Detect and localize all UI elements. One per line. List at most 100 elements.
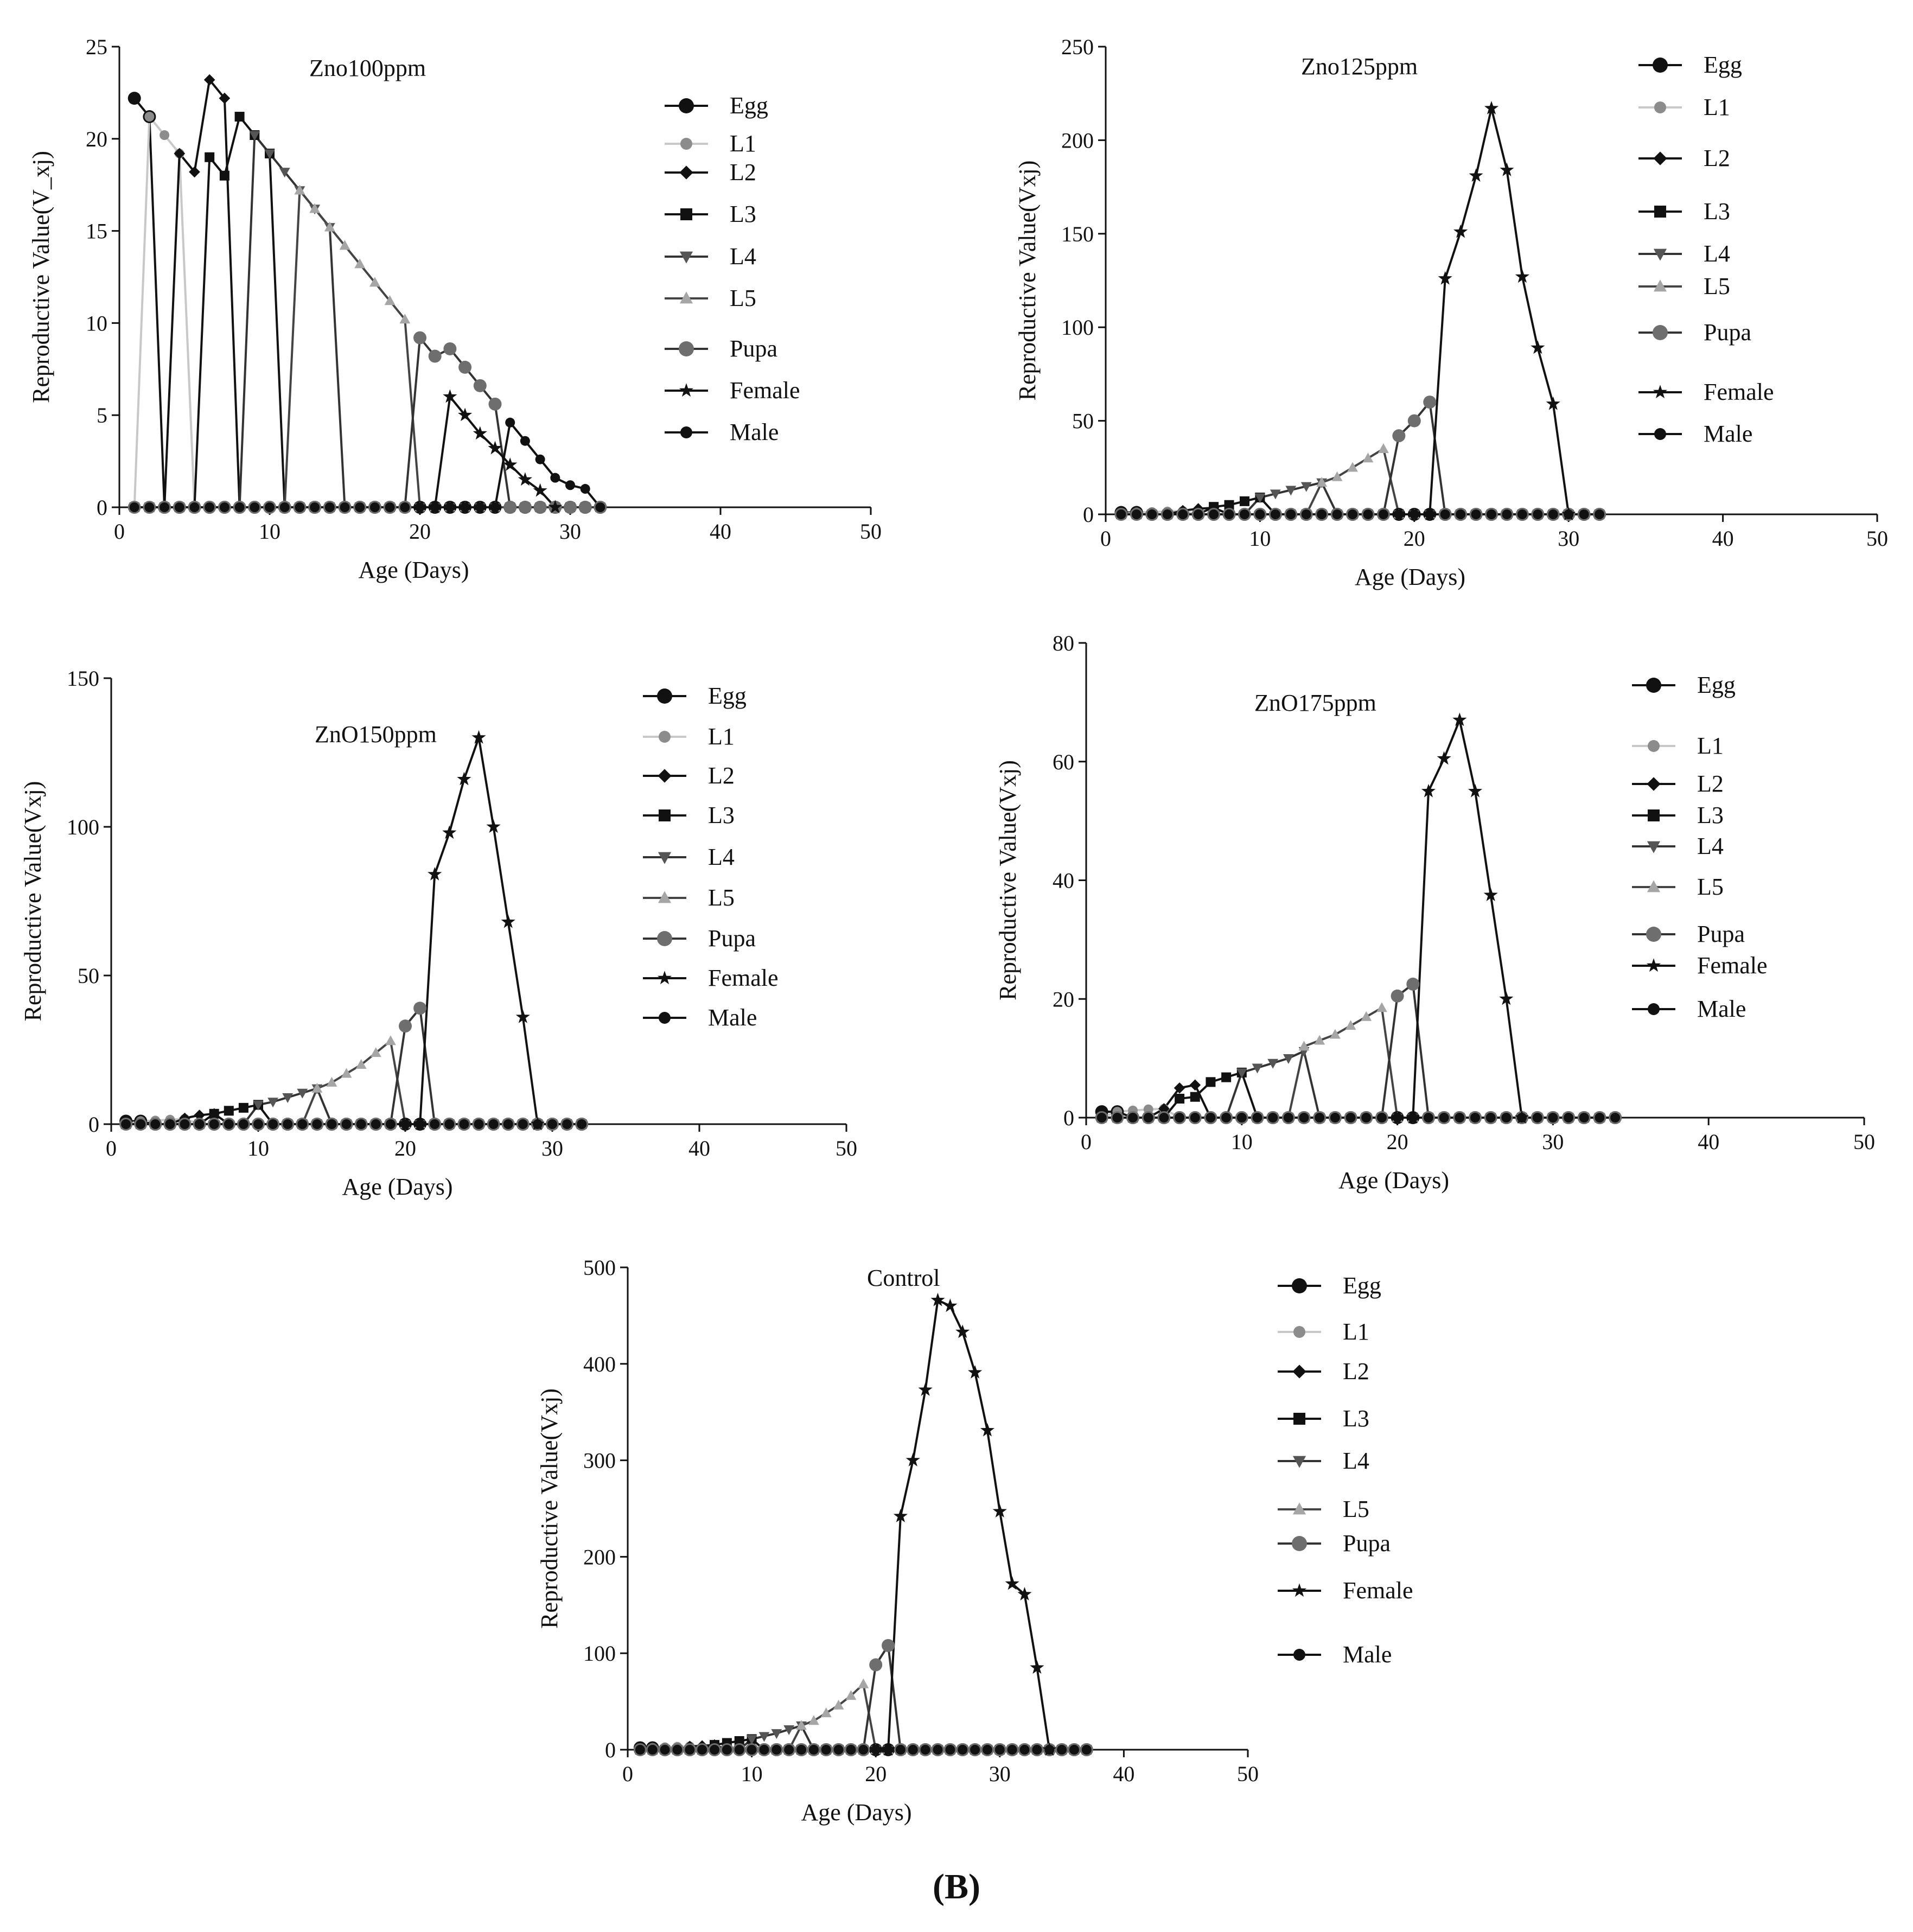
data-point-male (1112, 1113, 1123, 1123)
data-point-female (1469, 168, 1483, 182)
x-tick-label: 50 (836, 1136, 857, 1161)
data-point-female (458, 407, 473, 422)
data-point-l2 (1174, 1082, 1185, 1094)
x-tick-label: 10 (1231, 1130, 1253, 1154)
data-point-male (1209, 509, 1219, 519)
y-tick-label: 150 (67, 666, 99, 691)
data-point-male (1532, 1113, 1542, 1123)
x-tick-label: 30 (541, 1136, 563, 1161)
data-point-female (428, 866, 442, 881)
data-point-male (129, 502, 139, 512)
data-point-male (1440, 509, 1450, 519)
data-point-male (547, 1119, 557, 1129)
data-point-male (444, 1119, 455, 1129)
data-point-male (520, 436, 530, 446)
data-point-male (1206, 1113, 1216, 1123)
series-line-pupa (134, 336, 601, 508)
data-point-male (474, 1119, 484, 1129)
legend-entry-pupa: Pupa (643, 925, 756, 952)
legend-entry-l5: L5 (665, 285, 756, 311)
data-point-male (1270, 509, 1280, 519)
data-point-female (1468, 783, 1483, 798)
legend-marker (1292, 1583, 1307, 1597)
legend-label: Male (1704, 420, 1752, 447)
legend-label: Egg (730, 92, 768, 119)
legend-marker (679, 383, 694, 397)
data-point-male (341, 1119, 352, 1129)
series-line-l5 (1121, 448, 1600, 515)
data-point-pupa (1392, 429, 1406, 443)
y-tick-label: 40 (1053, 869, 1074, 893)
chart-title: Zno100ppm (309, 55, 426, 81)
data-point-male (369, 502, 380, 512)
legend-entry-l4: L4 (1632, 833, 1724, 859)
data-point-pupa (533, 501, 547, 514)
data-point-male (518, 1119, 528, 1129)
x-tick-label: 40 (1712, 526, 1734, 551)
data-point-l5 (370, 1047, 381, 1057)
legend-entry-egg: Egg (1278, 1272, 1381, 1299)
data-point-male (371, 1119, 381, 1129)
data-point-l5 (1314, 1035, 1325, 1045)
legend-label: L4 (1343, 1448, 1369, 1474)
data-point-male (982, 1745, 992, 1755)
data-point-l5 (399, 314, 411, 324)
data-point-male (180, 1119, 190, 1129)
data-point-pupa (473, 379, 487, 392)
legend-entry-l4: L4 (665, 243, 756, 270)
data-point-female (471, 730, 486, 744)
data-point-l4 (249, 131, 260, 141)
data-point-female (443, 389, 457, 403)
chart-title: ZnO150ppm (315, 721, 437, 748)
series-line-l4 (126, 1087, 582, 1125)
data-point-male (933, 1745, 943, 1755)
legend-entry-female: Female (1632, 952, 1768, 979)
legend-label: Egg (1343, 1272, 1381, 1299)
data-point-l4 (1300, 482, 1312, 492)
x-tick-label: 40 (1113, 1762, 1134, 1786)
legend-label: L3 (1343, 1405, 1369, 1432)
legend-label: L2 (730, 159, 756, 186)
y-tick-label: 200 (1061, 128, 1094, 152)
series-line-l5 (126, 1040, 582, 1125)
data-point-male (1299, 1113, 1309, 1123)
data-point-male (295, 502, 305, 512)
data-point-male (1252, 1113, 1262, 1123)
data-point-l5 (385, 1035, 396, 1045)
data-point-l2 (194, 1110, 205, 1121)
legend-entry-egg: Egg (1638, 52, 1742, 78)
data-point-male (846, 1745, 856, 1755)
x-tick-label: 30 (559, 519, 581, 544)
series-line-male (134, 421, 601, 508)
data-point-pupa (458, 360, 472, 374)
data-point-male (759, 1745, 769, 1755)
legend-entry-female: Female (1638, 379, 1774, 405)
y-tick-label: 100 (1061, 315, 1094, 340)
legend-entry-pupa: Pupa (665, 335, 777, 362)
legend-label: Egg (708, 683, 747, 709)
legend-entry-l1: L1 (1278, 1318, 1369, 1345)
data-point-pupa (413, 331, 426, 345)
data-point-female (918, 1382, 933, 1396)
legend-entry-l4: L4 (1278, 1448, 1369, 1474)
data-point-male (1019, 1745, 1030, 1755)
data-point-male (355, 502, 365, 512)
x-tick-label: 50 (860, 519, 882, 544)
data-point-male (136, 1119, 146, 1129)
legend-marker (657, 931, 672, 946)
data-point-l3 (734, 1736, 744, 1746)
data-point-male (635, 1745, 645, 1755)
data-point-male (945, 1745, 955, 1755)
data-point-male (415, 1119, 425, 1129)
data-point-male (1143, 1113, 1153, 1123)
data-point-pupa (399, 1019, 412, 1033)
y-tick-label: 60 (1053, 750, 1074, 774)
data-point-pupa (1406, 977, 1420, 991)
figure-panel-label: (B) (933, 1867, 980, 1907)
legend-label: L4 (1704, 240, 1730, 267)
x-tick-label: 0 (114, 519, 125, 544)
data-point-l5 (311, 1082, 323, 1093)
data-point-pupa (578, 501, 592, 514)
legend-entry-l3: L3 (643, 802, 735, 828)
data-point-male (958, 1745, 968, 1755)
